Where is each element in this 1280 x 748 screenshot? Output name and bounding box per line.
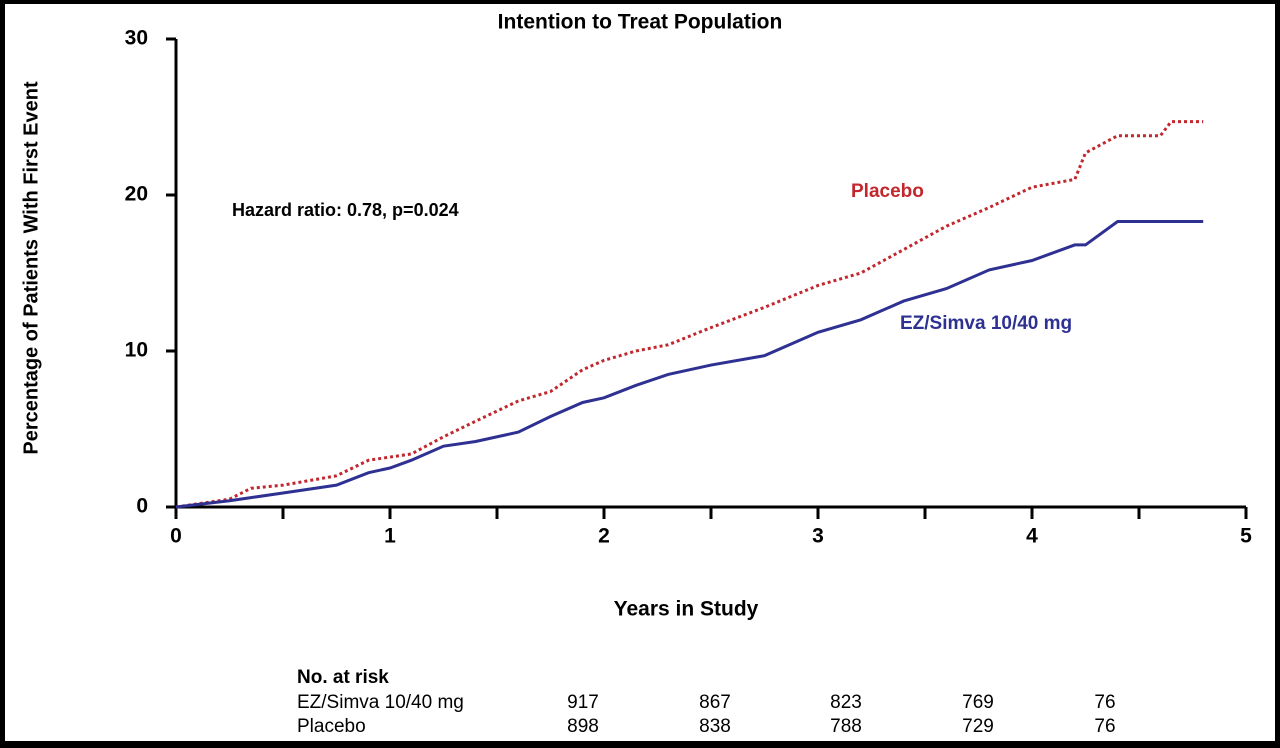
x-tick-label: 5 xyxy=(1240,525,1252,548)
x-tick-label: 4 xyxy=(1026,525,1038,548)
chart-title: Intention to Treat Population xyxy=(498,11,783,34)
risk-table-title: No. at risk xyxy=(297,667,389,688)
y-tick-label: 20 xyxy=(125,183,148,206)
series-line xyxy=(175,120,1204,509)
risk-value: 76 xyxy=(1094,716,1115,737)
series-label: Placebo xyxy=(851,181,924,202)
series-label: EZ/Simva 10/40 mg xyxy=(900,313,1072,334)
x-axis-label: Years in Study xyxy=(614,598,759,621)
risk-value: 729 xyxy=(962,716,994,737)
y-tick-label: 30 xyxy=(125,27,148,50)
y-tick-label: 10 xyxy=(125,339,148,362)
risk-row-label: EZ/Simva 10/40 mg xyxy=(297,692,464,713)
series-line xyxy=(175,220,1204,509)
x-tick-label: 2 xyxy=(598,525,610,548)
y-axis-label: Percentage of Patients With First Event xyxy=(20,81,42,455)
y-tick-label: 0 xyxy=(136,495,148,518)
risk-row-label: Placebo xyxy=(297,716,366,737)
risk-value: 76 xyxy=(1094,692,1115,713)
x-tick-label: 1 xyxy=(384,525,396,548)
risk-value: 838 xyxy=(699,716,731,737)
risk-value: 867 xyxy=(699,692,731,713)
annotation: Hazard ratio: 0.78, p=0.024 xyxy=(232,200,459,220)
background xyxy=(5,4,1275,741)
risk-value: 788 xyxy=(830,716,862,737)
risk-value: 898 xyxy=(567,716,599,737)
risk-value: 823 xyxy=(830,692,862,713)
x-tick-label: 3 xyxy=(812,525,824,548)
risk-value: 769 xyxy=(962,692,994,713)
x-tick-label: 0 xyxy=(170,525,182,548)
risk-value: 917 xyxy=(567,692,599,713)
